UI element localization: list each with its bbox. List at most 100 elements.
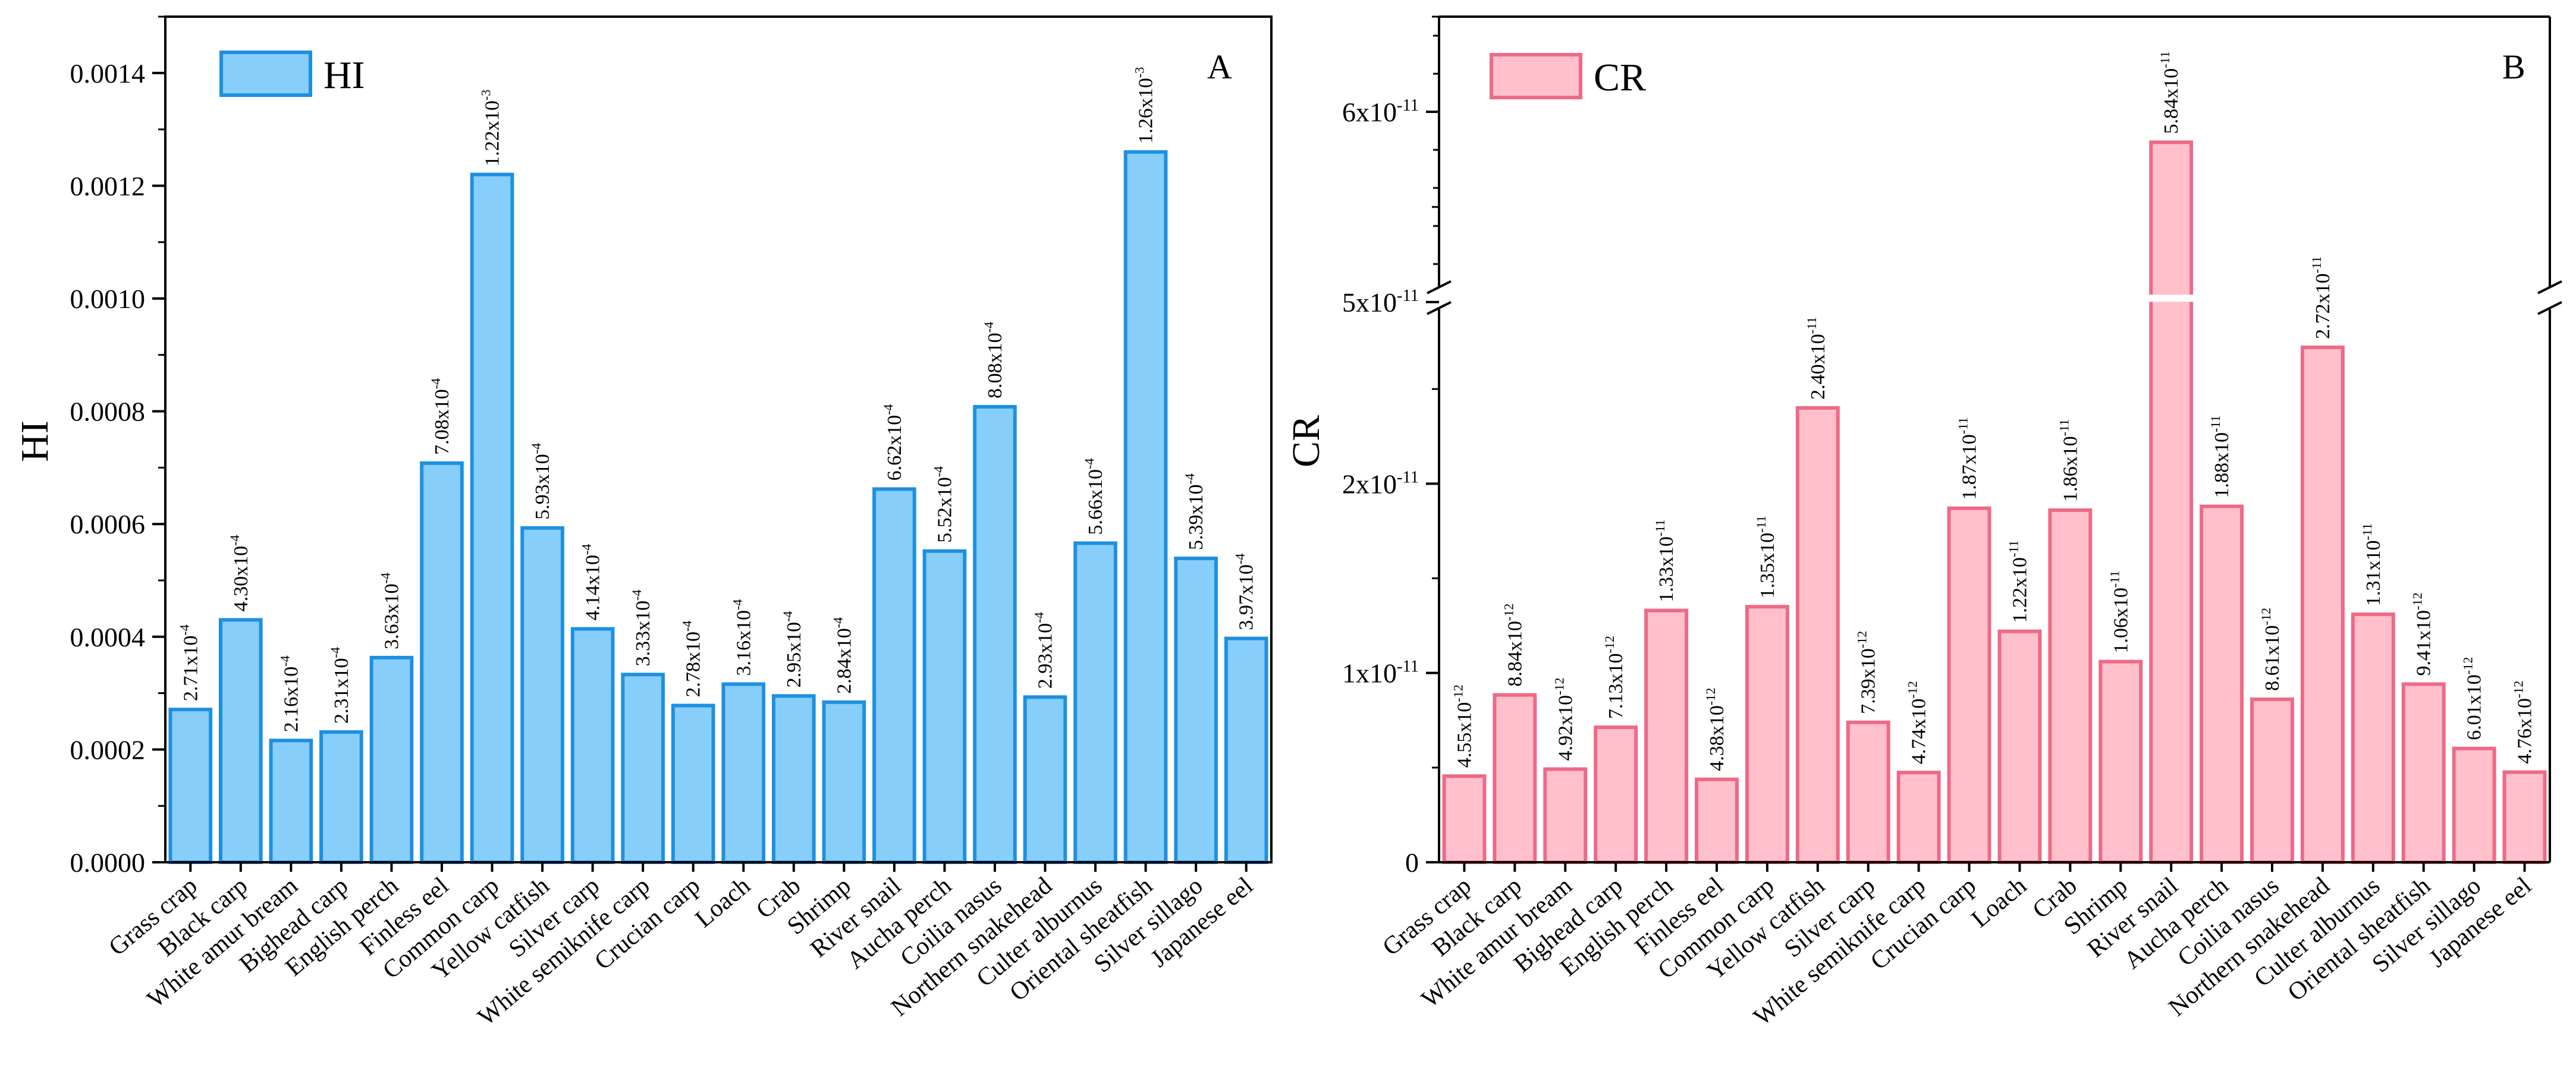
hi-bar bbox=[1224, 636, 1268, 865]
cr-data-label: 7.13x10-12 bbox=[1602, 636, 1627, 719]
hi-data-label-exponent: -4 bbox=[277, 655, 292, 666]
cr-data-label: 4.38x10-12 bbox=[1703, 688, 1728, 771]
cr-data-label-mantissa: 4.92x10 bbox=[1554, 695, 1576, 761]
cr-data-label-exponent: -11 bbox=[2208, 415, 2223, 432]
hi-data-label-exponent: -4 bbox=[1082, 458, 1097, 469]
cr-data-label: 4.76x10-12 bbox=[2511, 681, 2536, 764]
cr-y-tick-mantissa: 2x10 bbox=[1342, 469, 1397, 499]
hi-data-label-mantissa: 2.84x10 bbox=[833, 628, 855, 694]
cr-data-label-exponent: -11 bbox=[2309, 256, 2324, 274]
hi-data-label-mantissa: 7.08x10 bbox=[431, 389, 453, 455]
hi-data-label: 2.93x10-4 bbox=[1032, 612, 1057, 689]
hi-data-label-exponent: -4 bbox=[378, 573, 392, 583]
cr-bar bbox=[2300, 346, 2345, 864]
hi-data-label-mantissa: 4.30x10 bbox=[230, 546, 252, 612]
cr-bar bbox=[2149, 140, 2194, 865]
hi-data-label-exponent: -4 bbox=[629, 589, 644, 600]
cr-y-tick-exponent: -11 bbox=[1397, 287, 1419, 305]
hi-data-label: 6.62x10-4 bbox=[881, 404, 906, 481]
cr-bar bbox=[2351, 612, 2395, 864]
hi-bar bbox=[319, 730, 363, 864]
cr-data-label: 1.31x10-11 bbox=[2360, 523, 2385, 606]
cr-data-label: 2.72x10-11 bbox=[2309, 256, 2334, 339]
cr-data-label-exponent: -12 bbox=[1602, 636, 1617, 653]
cr-bar bbox=[1644, 608, 1689, 865]
cr-data-label-mantissa: 4.55x10 bbox=[1453, 702, 1475, 768]
hi-data-label-mantissa: 4.14x10 bbox=[582, 555, 604, 621]
cr-data-label: 5.84x10-11 bbox=[2157, 51, 2182, 134]
hi-bar bbox=[420, 461, 464, 864]
cr-data-label-exponent: -11 bbox=[1754, 516, 1768, 533]
hi-data-label-exponent: -4 bbox=[428, 378, 443, 389]
cr-y-tick-label: 5x10-11 bbox=[1342, 287, 1419, 318]
hi-data-label-mantissa: 3.97x10 bbox=[1236, 564, 1258, 630]
cr-data-label-mantissa: 4.76x10 bbox=[2514, 698, 2536, 764]
hi-bar bbox=[1073, 541, 1117, 864]
hi-data-label-exponent: -4 bbox=[1182, 473, 1197, 484]
hi-data-label: 5.93x10-4 bbox=[529, 443, 554, 520]
hi-bar bbox=[721, 682, 766, 864]
hi-y-tick-label: 0.0000 bbox=[70, 847, 146, 878]
hi-bar bbox=[269, 739, 313, 865]
cr-y-tick-exponent: -11 bbox=[1397, 96, 1419, 115]
hi-category-label: Loach bbox=[690, 872, 756, 933]
hi-data-label-exponent: -4 bbox=[981, 322, 996, 332]
cr-bar bbox=[1543, 767, 1588, 864]
hi-data-label-exponent: -4 bbox=[730, 599, 744, 610]
hi-data-label-mantissa: 2.93x10 bbox=[1035, 623, 1057, 689]
hi-y-tick-label: 0.0004 bbox=[70, 622, 146, 652]
cr-data-label-mantissa: 1.31x10 bbox=[2363, 540, 2385, 606]
hi-data-label-exponent: -4 bbox=[529, 443, 544, 454]
hi-data-label: 5.52x10-4 bbox=[931, 466, 956, 543]
hi-data-label-exponent: -4 bbox=[881, 404, 896, 415]
cr-bar bbox=[1795, 406, 1840, 864]
cr-data-label-exponent: -12 bbox=[1450, 684, 1465, 702]
hi-y-tick-label: 0.0008 bbox=[70, 397, 146, 427]
hi-data-label-exponent: -4 bbox=[680, 621, 695, 632]
cr-y-tick-mantissa: 1x10 bbox=[1342, 658, 1397, 689]
cr-data-label-exponent: -11 bbox=[1804, 317, 1819, 334]
hi-data-label: 3.16x10-4 bbox=[730, 599, 755, 676]
hi-y-tick-label: 0.0002 bbox=[70, 734, 146, 765]
cr-y-tick-mantissa: 5x10 bbox=[1342, 287, 1397, 318]
hi-bar bbox=[520, 526, 564, 864]
cr-data-label: 2.40x10-11 bbox=[1804, 317, 1829, 400]
cr-data-label-mantissa: 5.84x10 bbox=[2160, 68, 2182, 134]
hi-bar bbox=[872, 487, 916, 864]
hi-data-label: 3.97x10-4 bbox=[1233, 554, 1258, 630]
cr-y-tick-label: 6x10-11 bbox=[1342, 96, 1419, 127]
cr-category-label: Loach bbox=[1966, 872, 2032, 933]
cr-data-label: 8.61x10-12 bbox=[2258, 608, 2283, 691]
cr-data-label-exponent: -12 bbox=[1703, 688, 1718, 705]
cr-data-label: 1.22x10-11 bbox=[2006, 540, 2031, 623]
hi-data-label-mantissa: 1.22x10 bbox=[482, 100, 504, 167]
cr-bar bbox=[1846, 720, 1890, 865]
cr-data-label: 4.74x10-12 bbox=[1905, 681, 1930, 764]
cr-y-tick-mantissa: 6x10 bbox=[1342, 97, 1397, 127]
hi-data-label-exponent: -4 bbox=[931, 466, 945, 477]
hi-data-label-exponent: -4 bbox=[780, 611, 795, 621]
cr-axis-break-mark-left bbox=[1427, 301, 1452, 315]
cr-data-label: 1.35x10-11 bbox=[1754, 516, 1779, 598]
hi-bar bbox=[219, 618, 263, 864]
hi-data-label: 8.08x10-4 bbox=[981, 322, 1006, 398]
chart-panel-cr: 4.55x10-128.84x10-124.92x10-12 7.13x10-12… bbox=[1284, 15, 2568, 1031]
cr-y-tick-label: 0 bbox=[1405, 847, 1419, 878]
hi-data-label: 5.66x10-4 bbox=[1082, 458, 1107, 535]
hi-data-label-exponent: -4 bbox=[227, 535, 242, 545]
cr-legend-swatch bbox=[1490, 53, 1582, 99]
hi-y-axis-title: HI bbox=[13, 420, 56, 462]
chart-panel-hi: 2.71x10-44.30x10-42.16x10-4 2.31x10-43.63… bbox=[13, 15, 1273, 1031]
hi-data-label-exponent: -4 bbox=[579, 544, 594, 555]
cr-data-label-mantissa: 1.88x10 bbox=[2211, 432, 2233, 498]
hi-y-tick-label: 0.0010 bbox=[70, 284, 146, 314]
hi-legend-swatch bbox=[219, 51, 312, 97]
hi-bar bbox=[822, 700, 866, 864]
hi-data-label-mantissa: 1.26x10 bbox=[1135, 78, 1157, 143]
hi-data-label: 4.14x10-4 bbox=[579, 544, 604, 621]
hi-data-label-mantissa: 3.33x10 bbox=[632, 601, 654, 667]
cr-data-label-mantissa: 4.74x10 bbox=[1908, 699, 1930, 765]
